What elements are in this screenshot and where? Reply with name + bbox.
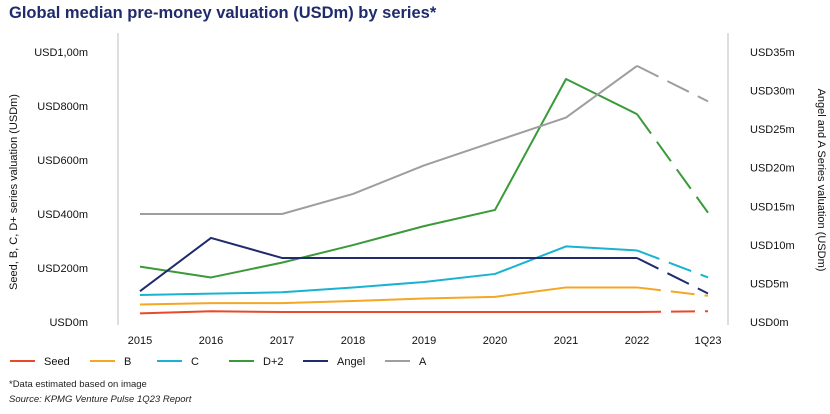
right-tick-label: USD20m (750, 163, 795, 175)
series-lines (139, 64, 709, 315)
x-tick-label: 2015 (128, 335, 152, 347)
right-tick-label: USD0m (750, 317, 789, 329)
right-tick-label: USD15m (750, 201, 795, 213)
series-line-estimate-d-2 (636, 113, 709, 214)
x-tick-label: 2022 (625, 335, 649, 347)
right-tick-label: USD30m (750, 86, 795, 98)
right-tick-label: USD5m (750, 278, 789, 290)
left-axis-ticks: USD0m USD200m USD400m USD600m USD800m USD1,00… (34, 47, 88, 329)
x-tick-label: 2019 (412, 335, 436, 347)
left-tick-label: USD600m (37, 155, 88, 167)
x-axis-ticks: 2015 2016 2017 2018 2019 2020 2021 2022 1Q23 (128, 335, 722, 347)
x-tick-label: 2020 (483, 335, 507, 347)
series-line-d-2 (139, 78, 638, 279)
chart-title: Global median pre-money valuation (USDm)… (9, 4, 437, 22)
series-line-seed (139, 310, 637, 315)
legend-label: B (124, 356, 131, 368)
series-line-estimate-b (636, 286, 709, 297)
left-tick-label: USD800m (37, 101, 88, 113)
series-line-estimate-angel (636, 257, 709, 295)
series-line-a (140, 65, 638, 215)
x-tick-label: 2018 (341, 335, 365, 347)
right-tick-label: USD25m (750, 124, 795, 136)
legend-label: Angel (337, 356, 365, 368)
right-axis-ticks: USD0m USD5m USD10m USD15m USD20m USD25m USD30m… (750, 47, 795, 329)
footnote: *Data estimated based on image (9, 379, 147, 390)
legend-label: Seed (44, 356, 70, 368)
x-tick-label: 1Q23 (695, 335, 722, 347)
x-tick-label: 2021 (554, 335, 578, 347)
left-axis-title: Seed, B, C, D+ series valuation (USDm) (8, 94, 20, 290)
series-line-estimate-seed (636, 310, 709, 314)
right-tick-label: USD10m (750, 240, 795, 252)
x-tick-label: 2017 (270, 335, 294, 347)
source-note: Source: KPMG Venture Pulse 1Q23 Report (9, 394, 192, 405)
x-tick-label: 2016 (199, 335, 223, 347)
series-line-angel (139, 236, 637, 292)
series-line-b (139, 286, 637, 306)
legend: Seed B C D+2 Angel A (10, 356, 427, 368)
right-tick-label: USD35m (750, 47, 795, 59)
left-tick-label: USD0m (49, 317, 88, 329)
left-tick-label: USD400m (37, 209, 88, 221)
series-line-c (139, 245, 638, 296)
right-axis-title: Angel and A Series valuation (USDm) (815, 89, 827, 272)
legend-label: C (191, 356, 199, 368)
series-line-estimate-a (636, 64, 709, 103)
left-tick-label: USD200m (37, 263, 88, 275)
series-line-estimate-c (636, 249, 709, 279)
legend-label: D+2 (263, 356, 284, 368)
legend-label: A (419, 356, 427, 368)
left-tick-label: USD1,00m (34, 47, 88, 59)
